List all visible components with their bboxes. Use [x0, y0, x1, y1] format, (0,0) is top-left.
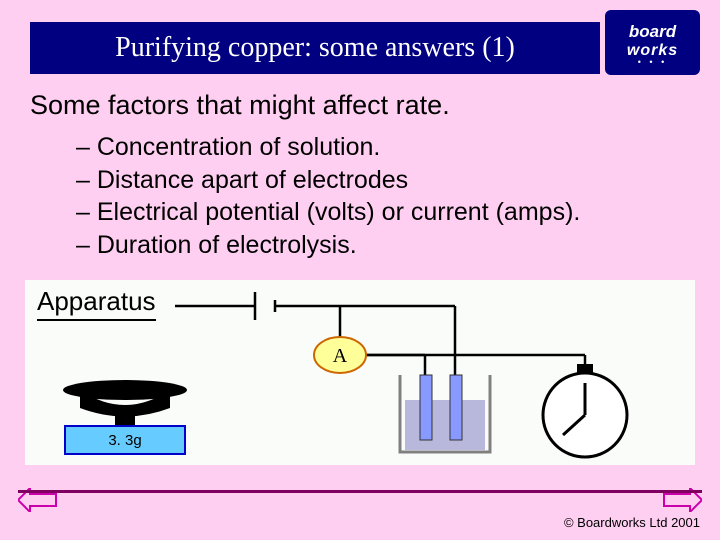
slide-title: Purifying copper: some answers (1)	[115, 32, 515, 64]
scale-icon: 3. 3g	[63, 380, 187, 454]
bullet-item: – Electrical potential (volts) or curren…	[76, 196, 690, 229]
apparatus-diagram: A 3. 3g	[25, 280, 695, 465]
timer-icon	[543, 364, 627, 457]
logo-top-text: board	[629, 22, 676, 42]
scale-reading: 3. 3g	[108, 432, 141, 449]
beaker-icon	[400, 375, 490, 452]
content-area: Some factors that might affect rate. – C…	[30, 90, 690, 261]
logo: board works • • •	[605, 10, 700, 75]
divider	[18, 490, 702, 493]
heading-text: Some factors that might affect rate.	[30, 90, 690, 121]
copyright-text: © Boardworks Ltd 2001	[564, 515, 700, 530]
logo-dots: • • •	[638, 60, 667, 64]
apparatus-panel: Apparatus A	[25, 280, 695, 465]
bullet-item: – Distance apart of electrodes	[76, 164, 690, 197]
bullet-item: – Duration of electrolysis.	[76, 229, 690, 262]
bullet-item: – Concentration of solution.	[76, 131, 690, 164]
title-bar: Purifying copper: some answers (1)	[30, 22, 600, 74]
bullet-list: – Concentration of solution. – Distance …	[76, 131, 690, 261]
ammeter-label: A	[333, 345, 348, 367]
